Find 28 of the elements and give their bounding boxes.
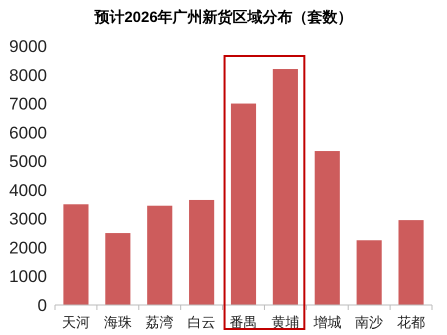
bar — [189, 200, 214, 305]
x-tick-label: 番禺 — [230, 314, 258, 330]
y-tick-label: 9000 — [9, 37, 47, 56]
bar — [230, 104, 256, 305]
y-tick-label: 0 — [38, 296, 47, 315]
y-tick-label: 3000 — [9, 210, 47, 229]
y-tick-label: 1000 — [9, 267, 47, 286]
bar — [314, 151, 340, 305]
bar — [272, 69, 298, 305]
x-tick-label: 海珠 — [104, 314, 132, 330]
x-tick-label: 天河 — [62, 314, 90, 330]
y-tick-label: 6000 — [9, 123, 47, 142]
bar — [356, 240, 382, 305]
y-tick-label: 2000 — [9, 238, 47, 258]
bar — [105, 233, 130, 305]
y-tick-label: 8000 — [9, 66, 47, 85]
x-tick-label: 南沙 — [355, 314, 384, 330]
x-tick-label: 增城 — [312, 314, 342, 330]
bar — [398, 220, 424, 305]
x-tick-label: 白云 — [188, 314, 216, 330]
bar — [63, 204, 89, 305]
x-tick-label: 荔湾 — [146, 314, 174, 330]
y-tick-label: 4000 — [9, 180, 47, 200]
bar — [147, 206, 172, 305]
y-tick-label: 5000 — [9, 152, 47, 172]
y-tick-label: 7000 — [9, 94, 47, 114]
x-tick-label: 花都 — [397, 314, 426, 330]
chart-title: 预计2026年广州新货区域分布（套数） — [93, 8, 353, 26]
